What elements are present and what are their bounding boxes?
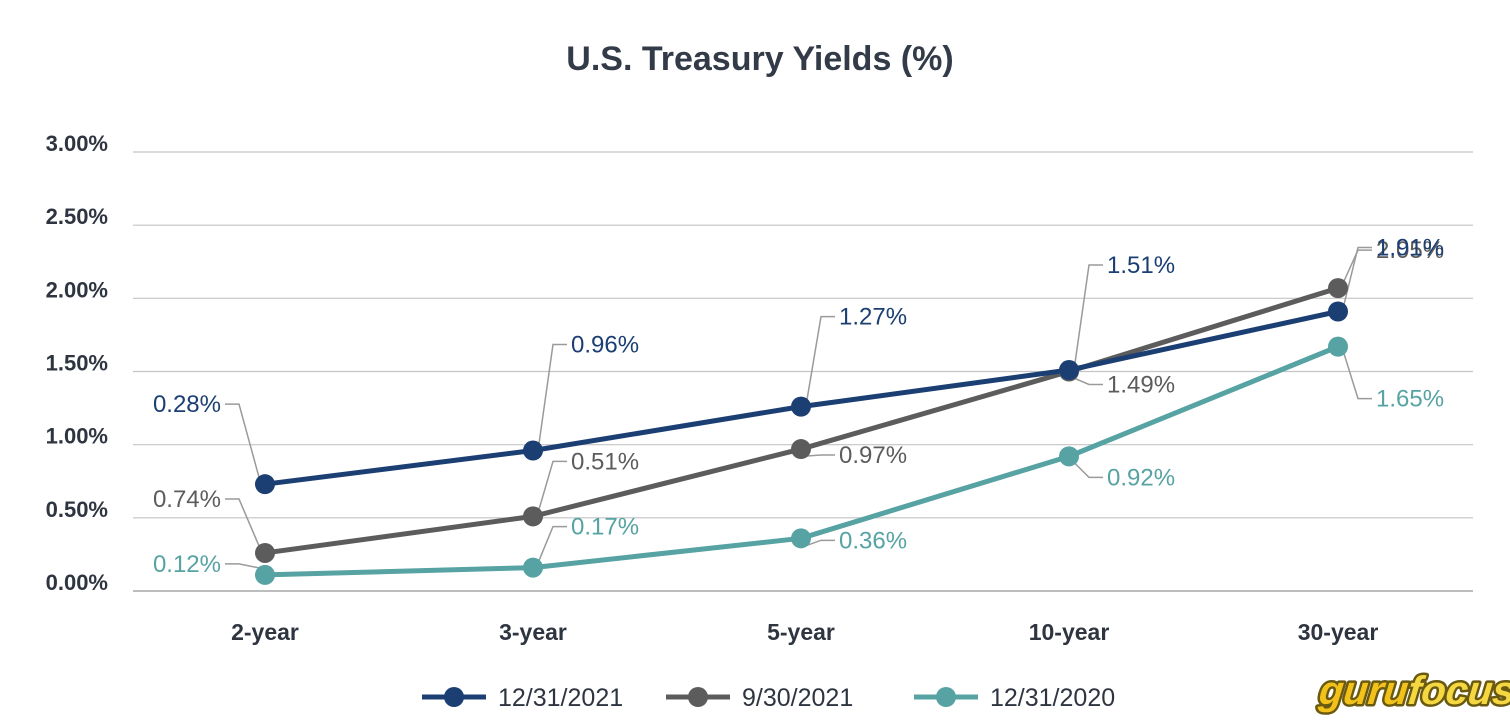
y-tick-label: 0.50%: [46, 497, 108, 522]
gurufocus-logo: gurufocus gurufocus: [1314, 667, 1510, 716]
series-line: [264, 285, 1339, 556]
data-label: 0.17%: [571, 514, 639, 541]
leader-line: [806, 315, 835, 400]
data-label: 1.49%: [1107, 372, 1175, 399]
data-point: [1328, 336, 1348, 357]
y-tick-label: 1.50%: [46, 351, 108, 376]
leader-line: [538, 460, 567, 510]
data-point: [523, 440, 543, 461]
data-label: 0.96%: [571, 332, 639, 359]
x-tick-label: 3-year: [499, 619, 567, 645]
legend-swatch-marker: [444, 687, 464, 707]
svg-text:gurufocus: gurufocus: [1316, 669, 1510, 713]
data-point: [523, 557, 543, 578]
y-tick-label: 2.50%: [46, 204, 108, 229]
leader-line: [538, 525, 567, 561]
leader-line: [538, 343, 567, 444]
leader-line: [1343, 246, 1372, 305]
data-label: 0.36%: [839, 527, 907, 554]
data-label: 2.05%: [1376, 237, 1444, 264]
label-leader-lines: [225, 246, 1372, 569]
logo-guru: guru: [1316, 669, 1410, 713]
data-point: [255, 474, 275, 495]
data-label: 0.97%: [839, 442, 907, 469]
data-point: [791, 528, 811, 549]
data-point: [1059, 360, 1079, 381]
logo-focus: focus: [1406, 669, 1510, 713]
data-label: 0.92%: [1107, 464, 1175, 491]
data-label: 1.51%: [1107, 252, 1175, 279]
legend-label: 12/31/2020: [990, 684, 1115, 712]
data-point: [523, 506, 543, 527]
legend-label: 9/30/2021: [742, 684, 853, 712]
data-point: [791, 439, 811, 460]
leader-line: [1343, 353, 1372, 400]
leader-line: [1074, 462, 1103, 479]
data-label: 1.65%: [1376, 386, 1444, 413]
x-tick-label: 2-year: [231, 619, 299, 645]
chart-title: U.S. Treasury Yields (%): [566, 40, 953, 78]
data-point: [1328, 278, 1348, 299]
data-label: 1.91%: [1376, 235, 1444, 262]
leader-line: [806, 454, 835, 457]
x-tick-label: 30-year: [1298, 619, 1379, 645]
y-tick-label: 0.00%: [46, 570, 108, 595]
y-tick-label: 1.00%: [46, 424, 108, 449]
series-points: [255, 278, 1348, 585]
data-label: 0.12%: [153, 551, 221, 578]
svg-text:gurufocus: gurufocus: [1316, 669, 1510, 713]
y-axis-ticks: 0.00% 0.50% 1.00% 1.50% 2.00% 2.50% 3.00%: [46, 131, 108, 595]
data-label: 0.51%: [571, 448, 639, 475]
data-point: [791, 396, 811, 417]
x-tick-label: 5-year: [767, 619, 835, 645]
leader-line: [1074, 264, 1103, 364]
leader-line: [1343, 249, 1372, 282]
legend-swatch-marker: [688, 687, 708, 707]
legend: 12/31/2021 9/30/2021 12/31/2020: [422, 684, 1115, 712]
x-tick-label: 10-year: [1029, 619, 1110, 645]
leader-line: [225, 403, 260, 478]
data-point: [255, 564, 275, 585]
data-point: [1059, 446, 1079, 467]
data-label: 1.27%: [839, 304, 907, 331]
grid-lines: [133, 151, 1473, 592]
x-axis-ticks: 2-year 3-year 5-year 10-year 30-year: [231, 619, 1378, 645]
data-labels: 0.12% 0.17% 0.36% 0.92% 1.65% 0.74% 0.51% 0.97%…: [153, 235, 1444, 578]
data-point: [255, 542, 275, 563]
data-label: 0.74%: [153, 486, 221, 513]
y-tick-label: 3.00%: [46, 131, 108, 156]
data-point: [1328, 301, 1348, 322]
leader-line: [1074, 377, 1103, 386]
leader-line: [225, 498, 260, 547]
legend-swatch-marker: [936, 687, 956, 707]
legend-label: 12/31/2021: [498, 684, 623, 712]
data-label: 0.28%: [153, 391, 221, 418]
y-tick-label: 2.00%: [46, 277, 108, 302]
leader-line: [806, 539, 835, 547]
leader-line: [225, 563, 260, 569]
